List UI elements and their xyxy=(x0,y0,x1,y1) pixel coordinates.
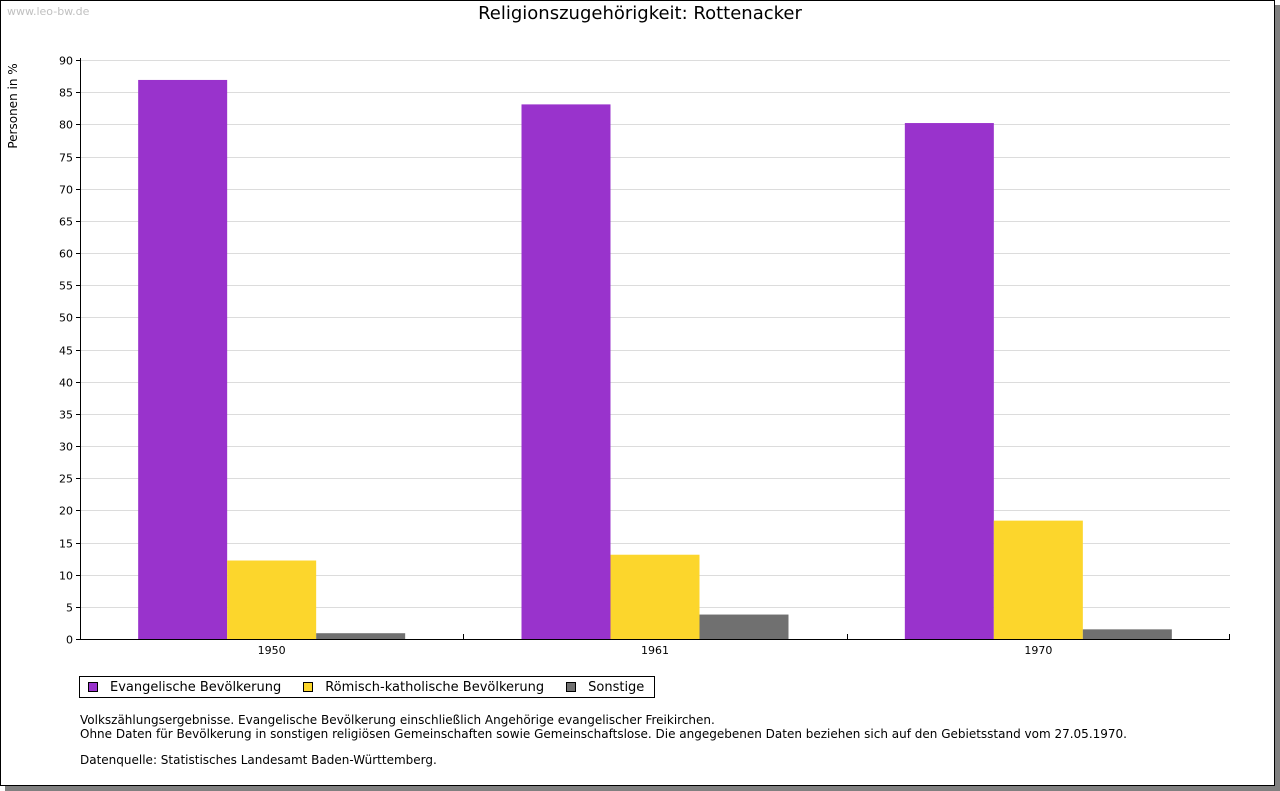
grid-lines xyxy=(80,60,1230,608)
axis-labels: 0 5 10 15 20 25 30 35 40 45 50 55 60 65 70 75 80 85 90 1950… xyxy=(6,55,1052,658)
y-tick-label: 60 xyxy=(59,248,73,261)
y-tick-label: 30 xyxy=(59,441,73,454)
bar-1961-series-0 xyxy=(521,104,611,639)
y-tick-label: 90 xyxy=(59,55,73,68)
bar-1950-series-2 xyxy=(316,633,406,639)
y-tick-label: 10 xyxy=(59,570,73,583)
y-tick-label: 35 xyxy=(59,409,73,422)
legend-swatch xyxy=(566,682,577,692)
legend-swatch xyxy=(88,682,98,692)
y-tick-label: 70 xyxy=(59,184,73,197)
bars xyxy=(138,79,1172,639)
y-tick-label: 50 xyxy=(59,312,73,325)
x-tick-label: 1970 xyxy=(1024,644,1052,657)
y-tick-label: 25 xyxy=(59,473,73,486)
note-line-2: Ohne Daten für Bevölkerung in sonstigen … xyxy=(80,727,1127,741)
y-tick-label: 75 xyxy=(59,152,73,165)
x-tick-label: 1950 xyxy=(258,644,286,657)
bar-1970-series-0 xyxy=(904,123,994,639)
y-tick-label: 45 xyxy=(59,345,73,358)
y-tick-label: 15 xyxy=(59,538,73,551)
watermark-text: www.leo-bw.de xyxy=(7,5,90,18)
legend-item-sonstige: Sonstige xyxy=(566,680,644,695)
x-tick-label: 1961 xyxy=(641,644,669,657)
y-tick-label: 20 xyxy=(59,505,73,518)
bar-1970-series-2 xyxy=(1082,629,1172,639)
y-tick-label: 5 xyxy=(66,602,73,615)
legend: Evangelische Bevölkerung Römisch-katholi… xyxy=(79,676,656,698)
legend-label: Römisch-katholische Bevölkerung xyxy=(325,679,545,695)
bar-1950-series-1 xyxy=(227,560,317,639)
bar-1961-series-1 xyxy=(610,554,700,639)
chart-notes: Volkszählungsergebnisse. Evangelische Be… xyxy=(80,713,1127,767)
y-tick-label: 85 xyxy=(59,87,73,100)
chart-plot: 0 5 10 15 20 25 30 35 40 45 50 55 60 65 70 75 80 85 90 1950… xyxy=(6,55,1230,658)
bar-1961-series-2 xyxy=(699,614,789,639)
y-tick-label: 65 xyxy=(59,216,73,229)
axes xyxy=(76,58,1230,640)
bar-1970-series-1 xyxy=(993,520,1083,639)
y-axis-label: Personen in % xyxy=(6,63,20,148)
data-source: Datenquelle: Statistisches Landesamt Bad… xyxy=(80,753,437,767)
legend-label: Sonstige xyxy=(588,679,645,695)
y-tick-label: 80 xyxy=(59,119,73,132)
y-tick-label: 55 xyxy=(59,280,73,293)
legend-swatch xyxy=(303,682,314,692)
legend-item-katholisch: Römisch-katholische Bevölkerung xyxy=(303,680,544,695)
y-tick-label: 40 xyxy=(59,377,73,390)
chart-title: Religionszugehörigkeit: Rottenacker xyxy=(478,3,802,24)
legend-label: Evangelische Bevölkerung xyxy=(110,679,282,695)
bar-1950-series-0 xyxy=(138,79,228,639)
y-tick-label: 0 xyxy=(66,634,73,647)
legend-item-evangelisch: Evangelische Bevölkerung xyxy=(88,680,281,695)
note-line-1: Volkszählungsergebnisse. Evangelische Be… xyxy=(80,713,715,727)
